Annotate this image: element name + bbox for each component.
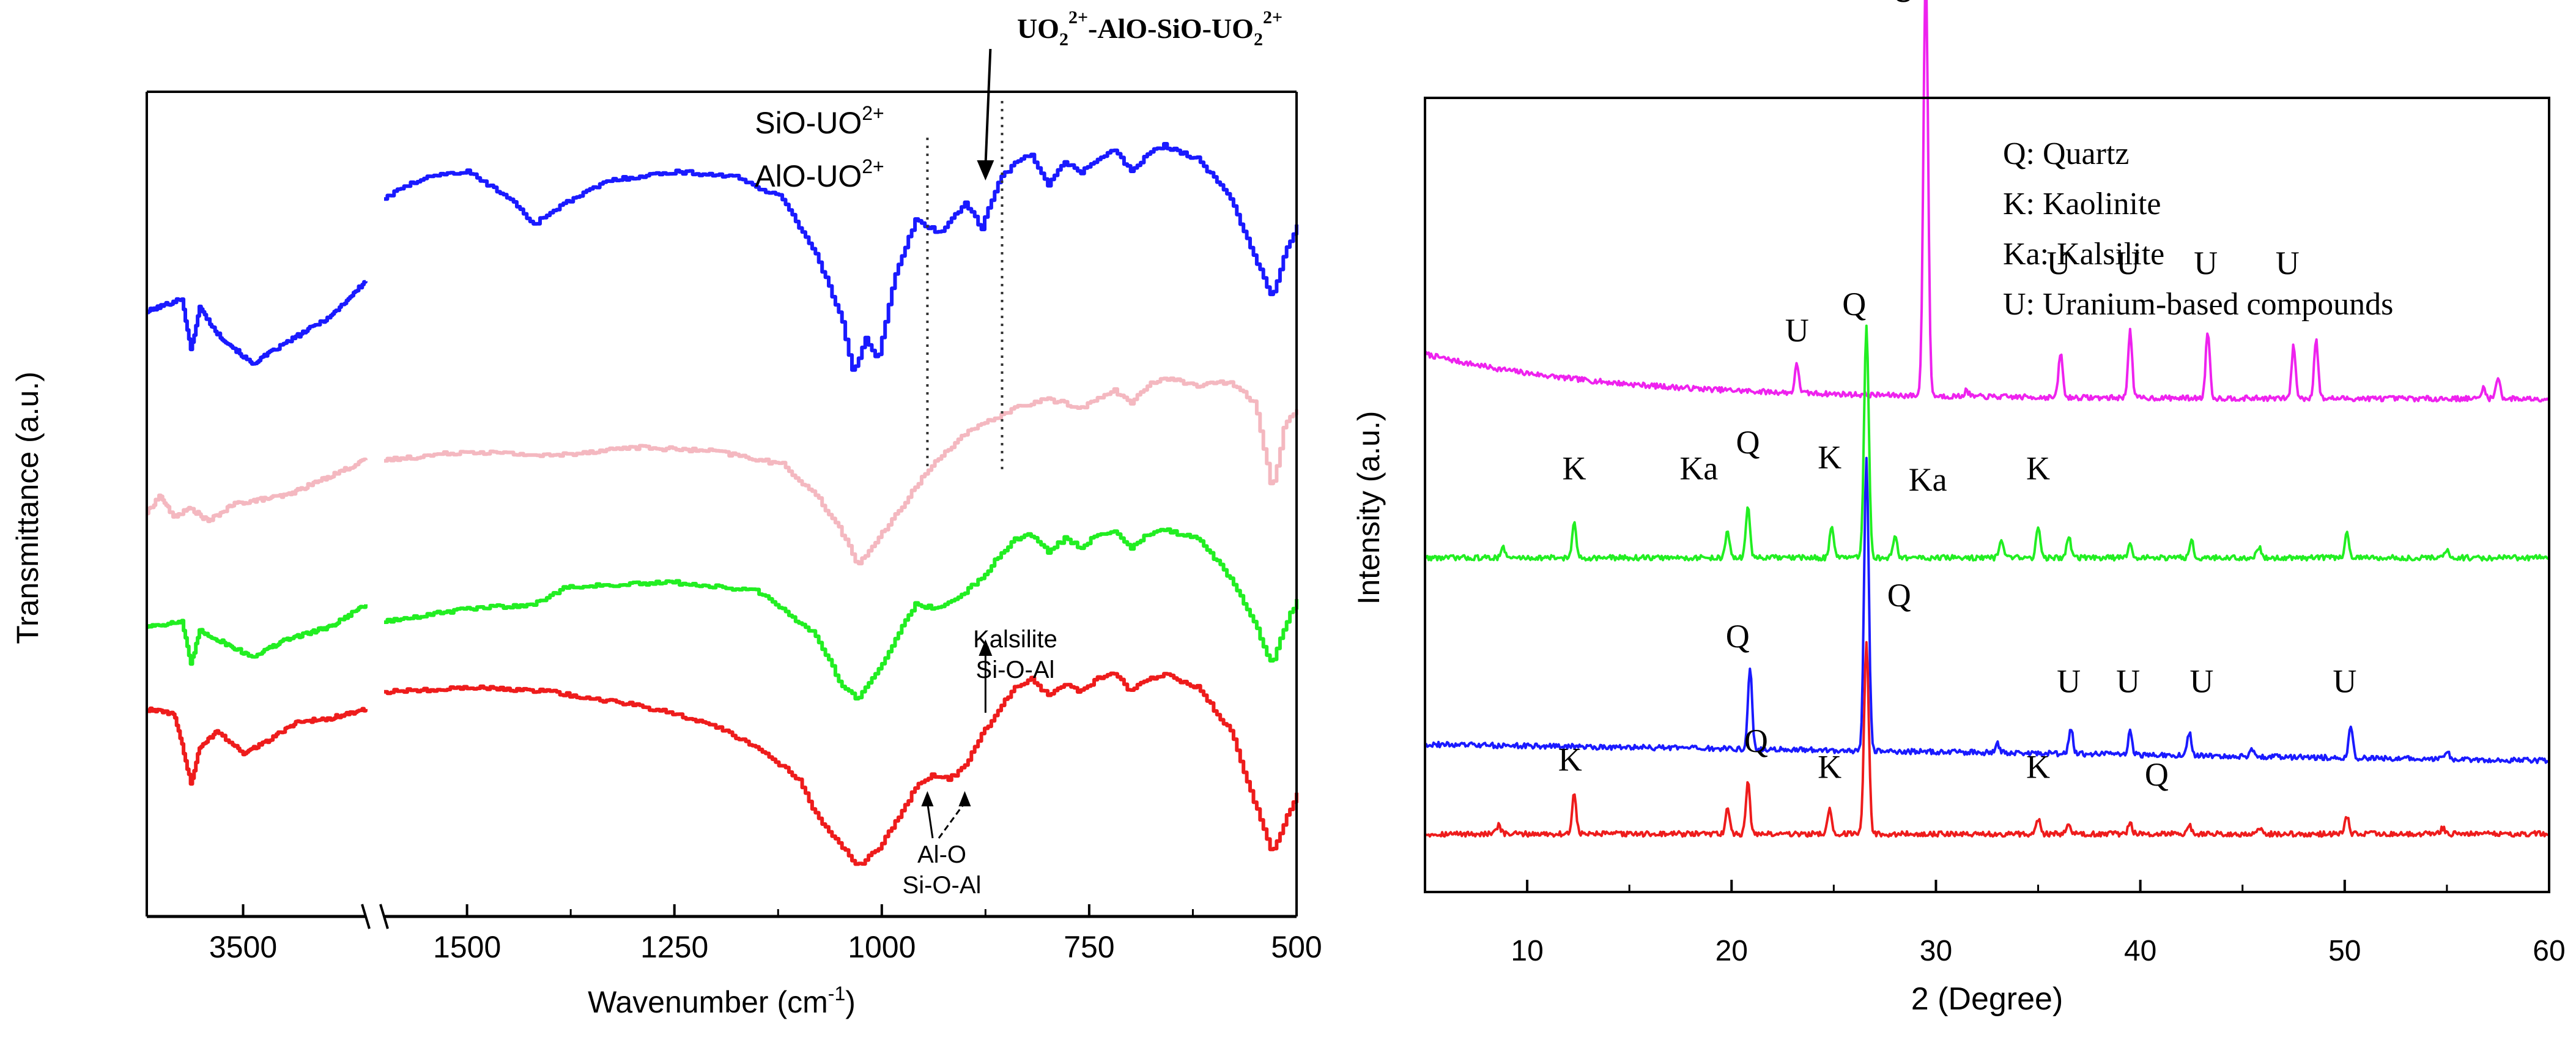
xrd-ticks: 10 20 30 40 50 60 (1424, 880, 2566, 967)
annotation-alo-uo2: AlO-UO2+ (755, 155, 884, 193)
ftir-ylabel: Transmittance (a.u.) (10, 371, 45, 644)
annotation-uo2-main: UO (1017, 13, 1059, 44)
xrd-legend: Q: Quartz K: Kaolinite Ka: Kalsilite U: … (2003, 136, 2393, 322)
annotation-alo-arrow (926, 802, 934, 839)
ftir-xlabel-main: Wavenumber (cm (588, 985, 828, 1019)
xrd-series-magenta (1424, 0, 2550, 403)
annotation-kalsilite-arrowhead (979, 639, 993, 656)
annotation-uo2-arrow (984, 48, 992, 167)
xrd-peak-label: U (2276, 245, 2300, 281)
annotation-alo-sioal: Si-O-Al (903, 872, 982, 899)
ftir-xlabel: Wavenumber (cm-1) (588, 983, 856, 1019)
xrd-peak-label: K (1558, 741, 1582, 778)
legend-uranium: U: Uranium-based compounds (2003, 287, 2393, 322)
ftir-xtick-label: 1000 (848, 930, 916, 964)
ftir-series-green-left (146, 604, 368, 666)
legend-kaolinite: K: Kaolinite (2003, 187, 2161, 221)
ftir-xtick-label: 3500 (209, 930, 277, 964)
xrd-plot-frame (1424, 97, 2550, 893)
ftir-xtick-label: 1250 (640, 930, 708, 964)
xrd-peak-label: U (2046, 245, 2070, 281)
xrd-peak-label: U (2116, 245, 2140, 281)
axis-break-right (379, 904, 389, 929)
ftir-xtick-label: 500 (1271, 930, 1322, 964)
annotation-alo-arrows (921, 791, 971, 839)
xrd-xlabel: 2 (Degree) (1911, 981, 2063, 1017)
xrd-xtick-label: 60 (2533, 935, 2565, 967)
annotation-uo2-mid: -AlO-SiO-UO (1088, 13, 1254, 44)
xrd-peak-label: Q (1887, 577, 1911, 614)
annotation-uo2-sup2: 2+ (1263, 7, 1282, 28)
ftir-xtick-label: 1500 (433, 930, 501, 964)
ftir-series-green-right (384, 527, 1298, 701)
xrd-xtick-label: 10 (1511, 935, 1543, 967)
xrd-peak-labels: UQUUUUUKKaQKKaKQQUUUUKQKKQ (1558, 0, 2357, 793)
xrd-peak-label: Q (1842, 286, 1866, 322)
xrd-peak-label: U (2057, 663, 2081, 699)
xrd-xtick-label: 20 (1715, 935, 1748, 967)
xrd-peak-label: K (2026, 749, 2050, 786)
annotation-sio-main: SiO-UO (755, 106, 862, 140)
xrd-peak-label: Q (1744, 723, 1768, 759)
xrd-peak-label: K (2026, 450, 2050, 487)
ftir-panel: 3500 1500 1250 1000 750 500 Wavenumber (cm-1)… (10, 7, 1322, 1019)
xrd-ylabel: Intensity (a.u.) (1352, 411, 1386, 605)
ftir-series-group (146, 142, 1298, 866)
xrd-peak-label: K (1818, 749, 1841, 786)
xrd-peak-label: U (2333, 663, 2356, 699)
xrd-series-group (1424, 0, 2550, 838)
xrd-peak-label: K (1818, 439, 1841, 475)
xrd-peak-label: U (2116, 663, 2140, 699)
xrd-xtick-label: 50 (2328, 935, 2361, 967)
annotation-uo2-arrowhead (977, 160, 994, 180)
annotation-alo: Al-O (917, 841, 966, 868)
xrd-peak-label: U (2194, 245, 2218, 281)
ftir-series-red-left (146, 706, 368, 786)
ftir-series-pink-left (146, 457, 368, 524)
xrd-series-green (1424, 324, 2549, 562)
annotation-uo2-sub2: 2 (1254, 29, 1263, 50)
legend-kalsilite: Ka: Kalsilite (2003, 237, 2164, 272)
ftir-dotted-lines (926, 101, 1004, 471)
annotation-alo-sup: 2+ (862, 155, 884, 177)
xrd-peak-label: Ka (1679, 450, 1718, 487)
annotation-alo-arrowhead (958, 791, 971, 806)
annotation-uo2-sup: 2+ (1068, 7, 1088, 28)
annotation-alo-arrowhead (921, 791, 934, 806)
annotation-sio-uo2: SiO-UO2+ (755, 102, 884, 140)
ftir-series-red-right (384, 671, 1298, 866)
annotation-uo2-alo-sio-uo2: UO22+-AlO-SiO-UO22+ (1017, 7, 1282, 50)
ftir-axes (146, 91, 1298, 929)
xrd-peak-label: U (1785, 312, 1809, 349)
ftir-series-blue-right (384, 142, 1298, 372)
xrd-peak-label: Q (2145, 756, 2169, 793)
annotation-kalsilite-sioal: Si-O-Al (976, 656, 1055, 683)
xrd-peak-label: Q (1736, 424, 1760, 461)
xrd-peak-label: U (1891, 0, 1915, 9)
axis-break-left (361, 904, 371, 929)
ftir-xlabel-close: ) (845, 985, 856, 1019)
ftir-series-pink-right (384, 376, 1298, 566)
ftir-series-blue-left (146, 280, 368, 366)
ftir-xlabel-sup: -1 (828, 983, 845, 1005)
xrd-series-blue (1424, 456, 2549, 764)
xrd-peak-label: U (2189, 663, 2213, 699)
ftir-xtick-label: 750 (1064, 930, 1114, 964)
xrd-peak-label: K (1562, 450, 1586, 487)
annotation-sio-sup: 2+ (862, 102, 884, 124)
xrd-xtick-label: 40 (2124, 935, 2156, 967)
annotation-alo-arrow (938, 802, 966, 839)
ftir-ticks: 3500 1500 1250 1000 750 500 (209, 904, 1322, 964)
annotation-alo-main: AlO-UO (755, 159, 862, 193)
xrd-series-red (1424, 641, 2549, 838)
annotation-uo2-sub: 2 (1059, 29, 1068, 50)
legend-quartz: Q: Quartz (2003, 136, 2129, 171)
xrd-xtick-label: 30 (1920, 935, 1952, 967)
xrd-peak-label: Ka (1909, 461, 1947, 498)
xrd-peak-label: Q (1726, 618, 1750, 655)
